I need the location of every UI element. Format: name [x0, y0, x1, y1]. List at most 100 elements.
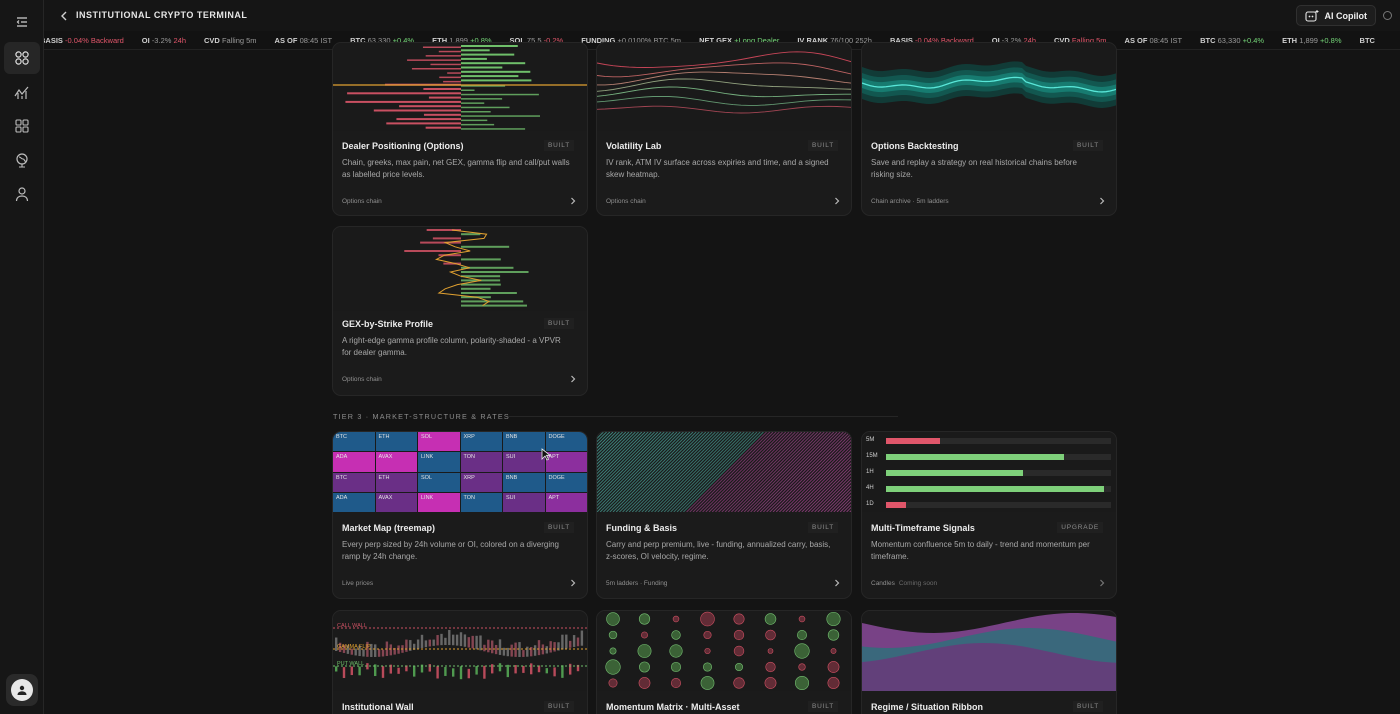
- mtf-fill-bar: [886, 486, 1105, 492]
- candle: [346, 645, 350, 654]
- iv-curve: [597, 78, 851, 92]
- volume-bar: [342, 667, 346, 679]
- card-regime-ribbon[interactable]: Regime / Situation Ribbon BUILT: [861, 610, 1117, 714]
- candle: [370, 643, 373, 657]
- ticker-label: OI: [991, 36, 1002, 45]
- sidebar-item-analytics[interactable]: [4, 76, 40, 108]
- ticker-item: BTC 63,330 +0.4%: [350, 36, 414, 45]
- volume-bar: [514, 665, 517, 674]
- card-market-map[interactable]: BTC ETH SOL XRP BNB DOGE ADA AVAX LINK TON SUI APT B…: [332, 431, 588, 599]
- funding-stripe: [597, 432, 655, 491]
- ai-copilot-button[interactable]: AI Copilot: [1295, 5, 1376, 26]
- ticker-label: CVD: [204, 36, 222, 45]
- funding-stripe: [804, 465, 851, 512]
- funding-stripe: [597, 432, 671, 507]
- funding-stripe: [734, 432, 815, 512]
- momentum-bubble: [733, 629, 745, 641]
- card-funding-basis[interactable]: Funding & Basis BUILT Carry and perp pre…: [596, 431, 852, 599]
- mtf-row: 15M: [866, 453, 1111, 460]
- card-volatility-lab[interactable]: Volatility Lab BUILT IV rank, ATM IV sur…: [596, 42, 852, 216]
- sidebar-item-apps[interactable]: [4, 110, 40, 142]
- candle: [576, 637, 580, 647]
- sidebar-item-dashboard[interactable]: [4, 42, 40, 74]
- ticker-value: 1,899: [1299, 36, 1318, 45]
- status-badge: BUILT: [1073, 140, 1103, 151]
- candle: [440, 633, 443, 646]
- sidebar-item-profile[interactable]: [4, 178, 40, 210]
- call-bar: [461, 45, 518, 47]
- candle: [432, 639, 435, 646]
- card-momentum-matrix[interactable]: Momentum Matrix · Multi-Asset BUILT: [596, 610, 852, 714]
- candle: [557, 642, 560, 651]
- funding-stripe: [660, 432, 742, 512]
- call-bar: [461, 119, 488, 122]
- candle: [491, 640, 494, 654]
- funding-stripe: [597, 432, 646, 481]
- gex-bar: [461, 233, 481, 236]
- status-badge: BUILT: [544, 140, 574, 151]
- ticker-value: -3.2%: [1001, 36, 1022, 45]
- ticker-track: BASIS -0.04% Backward OI -3.2% 24h CVD Fal…: [44, 36, 1393, 45]
- card-gex-by-strike[interactable]: GEX-by-Strike Profile BUILT A right-edge…: [332, 226, 588, 396]
- ticker-value: BTC 5m: [651, 36, 682, 45]
- candle: [424, 640, 428, 648]
- gex-bar: [461, 271, 529, 273]
- put-bar: [423, 88, 461, 90]
- sidebar-item-global[interactable]: [4, 144, 40, 176]
- funding-stripe: [807, 468, 851, 512]
- candle: [522, 650, 525, 657]
- ticker-value: 76/100: [830, 36, 854, 45]
- chart-lines-icon: [14, 86, 29, 99]
- treemap-cell: ETH: [375, 472, 417, 492]
- ticker-value: 24h: [1021, 36, 1036, 45]
- funding-stripe: [597, 432, 643, 478]
- funding-stripe: [791, 452, 851, 512]
- top-bar: INSTITUTIONAL CRYPTO TERMINAL AI Copilot: [44, 0, 1400, 31]
- candle: [436, 635, 439, 646]
- ticker-label: OI: [141, 36, 152, 45]
- gex-bar: [461, 258, 501, 261]
- card-institutional-wall[interactable]: CALL WALL GAMMA FLIP PUT WALL Institutiona…: [332, 610, 588, 714]
- call-bar: [461, 123, 495, 126]
- ticker-value: -3.2%: [151, 36, 172, 45]
- volume-bar: [545, 668, 548, 674]
- momentum-bubble: [609, 647, 617, 655]
- candle: [397, 645, 400, 654]
- call-bar: [461, 98, 503, 100]
- momentum-bubble: [702, 662, 713, 672]
- card-footer: Options chain: [342, 198, 382, 205]
- funding-stripe: [702, 432, 783, 512]
- candle: [444, 637, 447, 646]
- volume-bar: [420, 664, 424, 673]
- mtf-track: [886, 502, 1111, 508]
- momentum-bubble: [638, 677, 651, 689]
- info-icon[interactable]: [1383, 11, 1392, 20]
- put-bar: [345, 100, 461, 103]
- momentum-bubble: [671, 630, 681, 640]
- back-button[interactable]: [56, 8, 72, 24]
- card-multi-timeframe-signals[interactable]: 5M 15M 1H 4H 1D Multi-Timeframe Signals UPGR…: [861, 431, 1117, 599]
- ticker-item: BTC: [1360, 36, 1375, 45]
- card-options-backtesting[interactable]: Options Backtesting BUILT Save and repla…: [861, 42, 1117, 216]
- ticker-item: ETH 1,899 +0.8%: [432, 36, 491, 45]
- momentum-bubble: [764, 613, 777, 625]
- volume-bar: [506, 664, 509, 678]
- ticker-value: +0.0100%: [617, 36, 652, 45]
- momentum-bubble: [798, 663, 806, 671]
- status-badge: BUILT: [808, 140, 838, 151]
- account-avatar[interactable]: [6, 674, 38, 706]
- momentum-matrix-preview: [597, 611, 851, 691]
- funding-stripe: [597, 432, 668, 504]
- funding-stripe: [597, 432, 652, 488]
- chevron-right-icon: [835, 579, 840, 587]
- funding-stripe: [695, 432, 777, 512]
- funding-stripe: [715, 432, 796, 512]
- funding-stripe: [597, 432, 665, 500]
- card-dealer-positioning[interactable]: Dealer Positioning (Options) BUILT Chain…: [332, 42, 588, 216]
- collapse-sidebar-button[interactable]: [4, 6, 40, 38]
- card-footer-source: Candles: [871, 580, 895, 587]
- volume-bar: [475, 666, 478, 675]
- status-badge: BUILT: [544, 318, 574, 329]
- copilot-icon: [1304, 9, 1318, 22]
- momentum-bubble: [669, 644, 683, 658]
